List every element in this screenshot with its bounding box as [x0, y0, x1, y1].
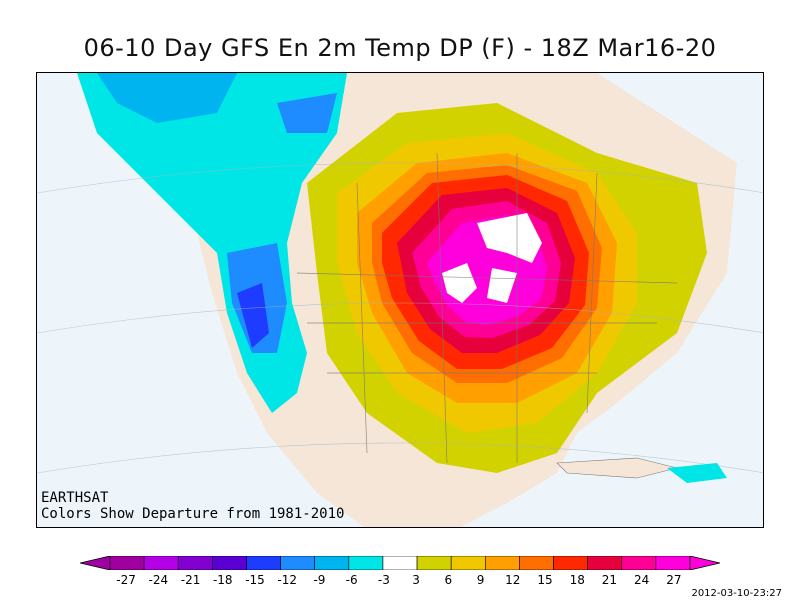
legend-swatch	[212, 556, 247, 570]
legend-swatch	[314, 556, 350, 570]
legend-tick-label: -9	[313, 573, 326, 587]
color-legend	[80, 556, 720, 570]
legend-tick-label: 15	[537, 573, 553, 587]
legend-swatch	[519, 556, 554, 570]
legend-tick-label: 3	[412, 573, 420, 587]
legend-swatch	[621, 556, 657, 570]
legend-swatch	[450, 556, 486, 570]
legend-swatch	[280, 556, 316, 570]
legend-tick-label: -24	[148, 573, 169, 587]
legend-swatch	[655, 556, 691, 570]
temperature-departure-map: EARTHSAT Colors Show Departure from 1981…	[36, 72, 764, 528]
legend-tick-label: -15	[245, 573, 265, 587]
legend-tick-label: 9	[476, 573, 485, 587]
map-canvas	[37, 73, 763, 527]
legend-tick-label: 21	[601, 573, 618, 587]
source-credit: EARTHSAT	[41, 490, 109, 506]
legend-swatch	[143, 556, 179, 570]
legend-swatch	[416, 556, 452, 570]
legend-tick-label: -21	[180, 573, 201, 587]
legend-swatch	[484, 556, 520, 570]
legend-tick-label: -3	[377, 573, 390, 587]
legend-swatch	[587, 556, 623, 570]
legend-swatch	[246, 556, 281, 570]
legend-swatch	[177, 556, 213, 570]
legend-tick-label: 18	[569, 573, 585, 587]
legend-tick-label: 27	[666, 573, 682, 587]
legend-arrow-high	[689, 556, 720, 570]
legend-tick-label: -12	[277, 573, 298, 587]
legend-tick-label: 12	[505, 573, 521, 587]
legend-labels: -27 -24 -21 -18 -15 -12 -9 -6 -3 3 6 9 12 15 18 21 24 27	[0, 573, 800, 587]
legend-tick-label: 24	[634, 573, 650, 587]
legend-swatch	[348, 556, 384, 570]
legend-swatch	[553, 556, 588, 570]
timestamp: 2012-03-10-23:27	[691, 588, 782, 599]
legend-swatch	[382, 556, 418, 570]
legend-tick-label: -6	[345, 573, 358, 587]
legend-tick-label: -27	[116, 573, 136, 587]
legend-tick-label: 6	[444, 573, 453, 587]
baseline-note: Colors Show Departure from 1981-2010	[41, 506, 345, 522]
legend-tick-label: -18	[212, 573, 233, 587]
map-title: 06-10 Day GFS En 2m Temp DP (F) - 18Z Ma…	[83, 34, 717, 62]
legend-arrow-low	[80, 556, 111, 570]
legend-swatch	[109, 556, 145, 570]
